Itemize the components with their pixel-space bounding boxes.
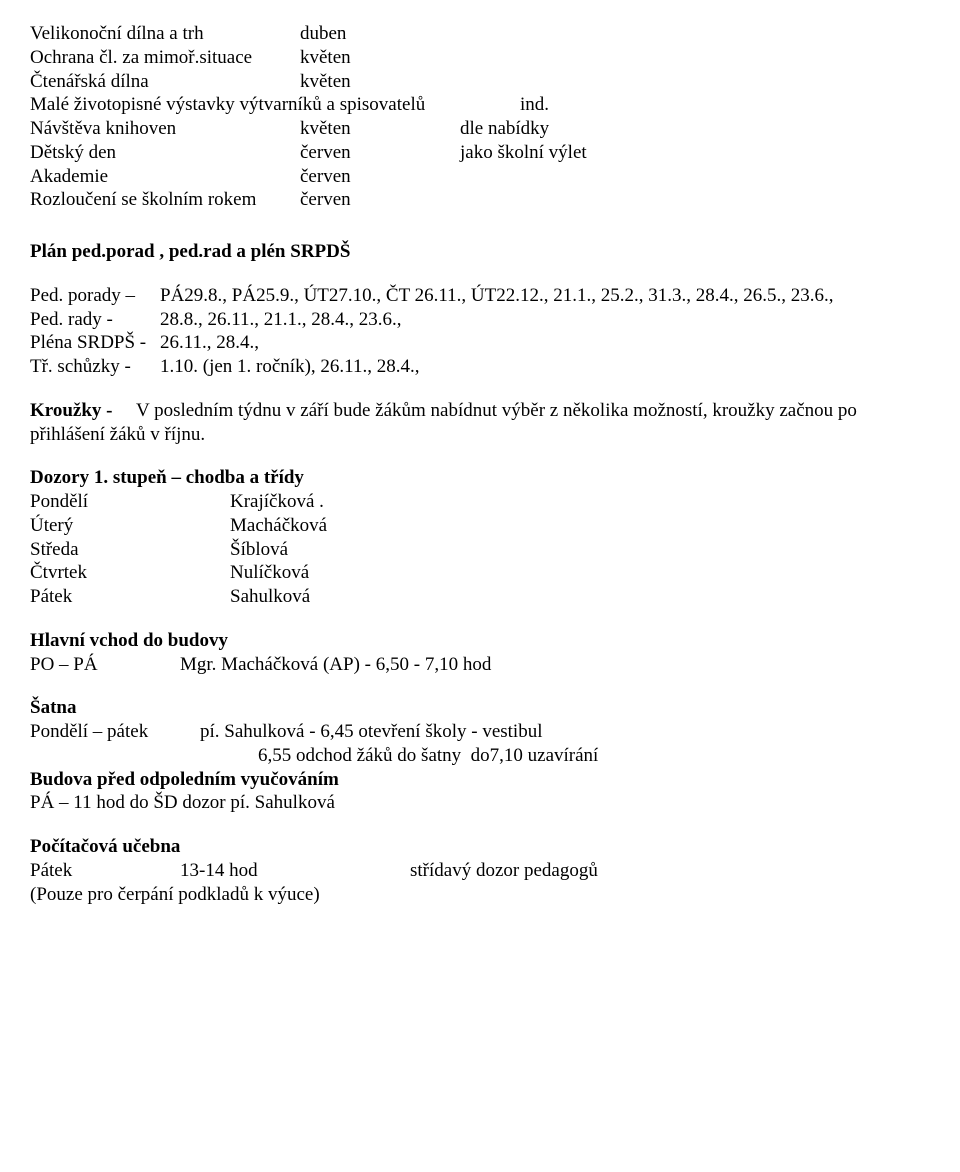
porady-label: Ped. rady - [30,308,160,332]
dozory-name: Nulíčková [230,561,309,585]
dozory-day: Pátek [30,585,230,609]
schedule-c1: Malé životopisné výstavky výtvarníků a s… [30,93,520,117]
schedule-row: Malé životopisné výstavky výtvarníků a s… [30,93,930,117]
schedule-c3 [460,165,930,189]
schedule-c2: červen [300,165,460,189]
schedule-c2: duben [300,22,460,46]
krouzky-block: Kroužky - V posledním týdnu v září bude … [30,399,930,447]
dozory-day: Úterý [30,514,230,538]
dozory-name: Šíblová [230,538,288,562]
schedule-row: Dětský den červen jako školní výlet [30,141,930,165]
satna-row: Pondělí – pátek pí. Sahulková - 6,45 ote… [30,720,930,744]
schedule-c1: Velikonoční dílna a trh [30,22,300,46]
pc-col2: 13-14 hod [180,859,410,883]
porady-label: Ped. porady – [30,284,160,308]
schedule-c1: Dětský den [30,141,300,165]
porady-val: 26.11., 28.4., [160,331,930,355]
porady-row: Tř. schůzky - 1.10. (jen 1. ročník), 26.… [30,355,930,379]
dozory-name: Macháčková [230,514,327,538]
dozory-day: Čtvrtek [30,561,230,585]
dozory-day: Pondělí [30,490,230,514]
schedule-c1: Návštěva knihoven [30,117,300,141]
schedule-c3 [460,22,930,46]
budova-line: PÁ – 11 hod do ŠD dozor pí. Sahulková [30,791,930,815]
schedule-c3: ind. [520,93,549,117]
satna-heading: Šatna [30,696,930,720]
krouzky-label: Kroužky - [30,400,113,421]
dozory-block: Pondělí Krajíčková . Úterý Macháčková St… [30,490,930,609]
schedule-c3 [460,188,930,212]
schedule-row: Rozloučení se školním rokem červen [30,188,930,212]
dozory-name: Krajíčková . [230,490,324,514]
pc-note: (Pouze pro čerpání podkladů k výuce) [30,883,930,907]
hv-col1: PO – PÁ [30,653,180,677]
schedule-c2: červen [300,188,460,212]
schedule-c3: jako školní výlet [460,141,930,165]
schedule-c1: Akademie [30,165,300,189]
pc-heading: Počítačová učebna [30,835,930,859]
krouzky-text: V posledním týdnu v září bude žákům nabí… [30,400,857,445]
schedule-row: Akademie červen [30,165,930,189]
schedule-c2: červen [300,141,460,165]
dozory-row: Čtvrtek Nulíčková [30,561,930,585]
hlavni-vchod-heading: Hlavní vchod do budovy [30,629,930,653]
pc-col1: Pátek [30,859,180,883]
schedule-c2: květen [300,46,460,70]
plan-heading: Plán ped.porad , ped.rad a plén SRPDŠ [30,240,930,264]
porady-val: 1.10. (jen 1. ročník), 26.11., 28.4., [160,355,930,379]
schedule-row: Návštěva knihoven květen dle nabídky [30,117,930,141]
porady-row: Pléna SRDPŠ - 26.11., 28.4., [30,331,930,355]
satna-col1: Pondělí – pátek [30,720,200,744]
satna-col2: pí. Sahulková - 6,45 otevření školy - ve… [200,720,542,744]
satna-line2: 6,55 odchod žáků do šatny do7,10 uzavírá… [30,744,930,768]
schedule-row: Ochrana čl. za mimoř.situace květen [30,46,930,70]
porady-label: Tř. schůzky - [30,355,160,379]
porady-block: Ped. porady – PÁ29.8., PÁ25.9., ÚT27.10.… [30,284,930,379]
dozory-row: Úterý Macháčková [30,514,930,538]
schedule-c2: květen [300,70,460,94]
schedule-c3 [460,70,930,94]
schedule-row: Velikonoční dílna a trh duben [30,22,930,46]
schedule-c1: Rozloučení se školním rokem [30,188,300,212]
hlavni-vchod-row: PO – PÁ Mgr. Macháčková (AP) - 6,50 - 7,… [30,653,930,677]
schedule-c3: dle nabídky [460,117,930,141]
pc-col3: střídavý dozor pedagogů [410,859,598,883]
dozory-day: Středa [30,538,230,562]
dozory-heading: Dozory 1. stupeň – chodba a třídy [30,466,930,490]
pc-row: Pátek 13-14 hod střídavý dozor pedagogů [30,859,930,883]
porady-row: Ped. rady - 28.8., 26.11., 21.1., 28.4.,… [30,308,930,332]
schedule-row: Čtenářská dílna květen [30,70,930,94]
porady-label: Pléna SRDPŠ - [30,331,160,355]
budova-heading: Budova před odpoledním vyučováním [30,768,930,792]
dozory-row: Pátek Sahulková [30,585,930,609]
schedule-c1: Čtenářská dílna [30,70,300,94]
schedule-c3 [460,46,930,70]
schedule-c1: Ochrana čl. za mimoř.situace [30,46,300,70]
dozory-row: Středa Šíblová [30,538,930,562]
dozory-row: Pondělí Krajíčková . [30,490,930,514]
schedule-c2: květen [300,117,460,141]
porady-val: PÁ29.8., PÁ25.9., ÚT27.10., ČT 26.11., Ú… [160,284,930,308]
dozory-name: Sahulková [230,585,310,609]
porady-val: 28.8., 26.11., 21.1., 28.4., 23.6., [160,308,930,332]
schedule-table: Velikonoční dílna a trh duben Ochrana čl… [30,22,930,212]
hv-col2: Mgr. Macháčková (AP) - 6,50 - 7,10 hod [180,653,491,677]
porady-row: Ped. porady – PÁ29.8., PÁ25.9., ÚT27.10.… [30,284,930,308]
